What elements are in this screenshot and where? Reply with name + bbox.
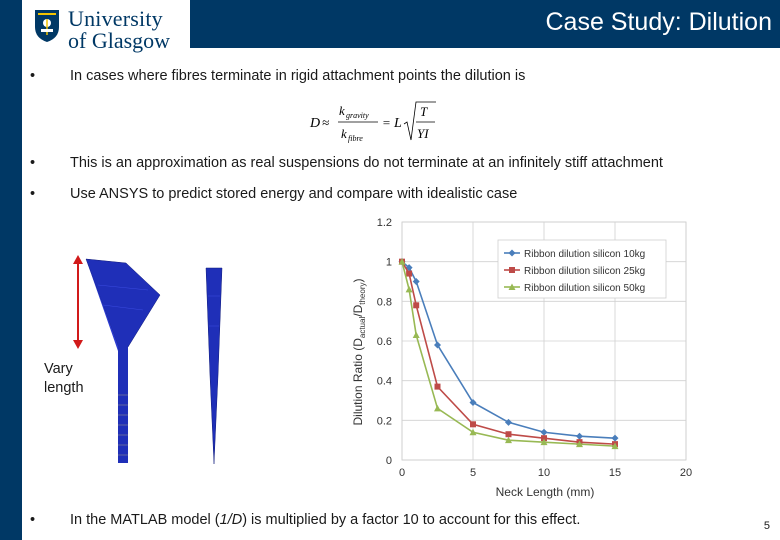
legend-label: Ribbon dilution silicon 50kg	[524, 283, 645, 294]
data-point-square	[434, 383, 441, 390]
legend-entry: Ribbon dilution silicon 10kg	[504, 249, 645, 260]
legend-label: Ribbon dilution silicon 25kg	[524, 266, 645, 277]
x-tick-label: 15	[609, 467, 621, 479]
data-point-diamond	[505, 418, 512, 426]
y-axis-label: Dilution Ratio (Dactual/Dtheory)	[351, 279, 367, 426]
formula-T: T	[420, 104, 428, 119]
x-tick-label: 20	[680, 467, 692, 479]
formula-L: L	[393, 116, 402, 131]
formula-sub-gravity: gravity	[346, 111, 369, 120]
data-point-triangle	[540, 438, 548, 446]
data-point-triangle	[398, 258, 406, 265]
formula-sub-fibre: fibre	[348, 134, 363, 143]
data-point-square	[505, 431, 512, 438]
bullet-rigid-attachment: • In cases where fibres terminate in rigi…	[30, 68, 525, 84]
y-tick-label: 1	[386, 257, 392, 269]
data-point-triangle	[405, 285, 413, 293]
x-axis-label: Neck Length (mm)	[496, 485, 595, 499]
bullet-text-emphasis: 1/D	[219, 512, 243, 528]
crest-icon	[35, 10, 59, 42]
ansys-model-straight	[205, 267, 223, 465]
legend-label: Ribbon dilution silicon 10kg	[524, 249, 645, 260]
y-axis-label-sub2: theory	[358, 283, 367, 305]
y-tick-label: 0.2	[377, 415, 392, 427]
y-axis-label-post: )	[351, 279, 365, 283]
data-point-triangle	[611, 442, 619, 450]
bullet-text: In cases where fibres terminate in rigid…	[70, 68, 526, 84]
data-point-diamond	[469, 398, 477, 406]
bullet-text-post: ) is multiplied by a factor 10 to accoun…	[242, 512, 581, 528]
university-logo: University of Glasgow	[22, 0, 190, 56]
y-tick-label: 0.4	[377, 376, 392, 388]
logo-text-glasgow: of Glasgow	[68, 28, 171, 53]
x-tick-label: 5	[470, 467, 476, 479]
series-3	[398, 258, 619, 450]
data-point-square	[541, 435, 547, 442]
bullet-marker: •	[30, 155, 36, 171]
formula-YI: YI	[417, 126, 429, 141]
data-point-diamond	[412, 278, 420, 285]
data-point-triangle	[576, 440, 583, 448]
data-point-diamond	[611, 434, 619, 442]
y-tick-label: 0	[386, 455, 392, 467]
vary-label-line2: length	[44, 380, 84, 396]
bullet-text: Use ANSYS to predict stored energy and c…	[70, 186, 518, 202]
bullet-marker: •	[30, 512, 36, 528]
x-tick-label: 10	[538, 467, 550, 479]
data-point-square	[470, 421, 476, 428]
slide-title: Case Study: Dilution	[545, 8, 772, 36]
vary-length-label: Vary length	[44, 360, 84, 398]
data-point-triangle	[412, 331, 420, 339]
vary-label-line1: Vary	[44, 361, 73, 377]
formula-approx: ≈	[322, 115, 329, 130]
bullet-marker: •	[30, 186, 36, 202]
data-point-triangle	[469, 428, 477, 436]
formula-k-gravity: k	[339, 103, 345, 118]
bullet-ansys: • Use ANSYS to predict stored energy and …	[30, 186, 517, 202]
y-axis-label-sub1: actual	[358, 317, 367, 339]
data-point-triangle	[508, 283, 516, 290]
data-point-triangle	[434, 404, 441, 412]
data-point-diamond	[508, 249, 516, 257]
data-point-diamond	[434, 341, 441, 349]
formula-equals: =	[382, 115, 391, 130]
logo-text-university: University	[68, 6, 163, 31]
formula-D: D	[309, 116, 320, 131]
legend-box	[497, 239, 667, 299]
bullet-text-pre: In the MATLAB model (	[70, 512, 220, 528]
data-point-triangle	[505, 436, 512, 444]
legend-entry: Ribbon dilution silicon 25kg	[504, 266, 645, 277]
ansys-model-y-shape	[73, 255, 161, 463]
formula-k-fibre: k	[341, 126, 347, 141]
data-point-diamond	[576, 432, 583, 440]
bullet-matlab: • In the MATLAB model (1/D) is multiplied…	[30, 512, 580, 528]
bullet-text: This is an approximation as real suspens…	[70, 155, 663, 171]
page-number: 5	[763, 520, 770, 532]
y-tick-label: 1.2	[377, 217, 392, 229]
y-axis-label-mid: /D	[351, 304, 365, 316]
x-tick-label: 0	[399, 467, 405, 479]
data-point-square	[406, 270, 413, 277]
dilution-formula: D ≈ k gravity k fibre = L T YI	[309, 101, 436, 143]
data-point-diamond	[540, 428, 548, 436]
bullet-approximation: • This is an approximation as real suspen…	[30, 155, 663, 171]
data-point-square	[413, 302, 420, 309]
y-tick-label: 0.8	[377, 296, 392, 308]
y-axis-label-pre: Dilution Ratio (D	[351, 338, 365, 426]
data-point-square	[509, 267, 515, 273]
y-tick-label: 0.6	[377, 336, 392, 348]
dilution-ratio-chart: 0 0.2 0.4 0.6 0.8 1 1.2 0 5 10 15 20 Ribbon dilutio…	[351, 217, 692, 499]
legend-entry: Ribbon dilution silicon 50kg	[504, 283, 645, 294]
left-accent-bar	[0, 0, 22, 540]
bullet-marker: •	[30, 68, 36, 84]
